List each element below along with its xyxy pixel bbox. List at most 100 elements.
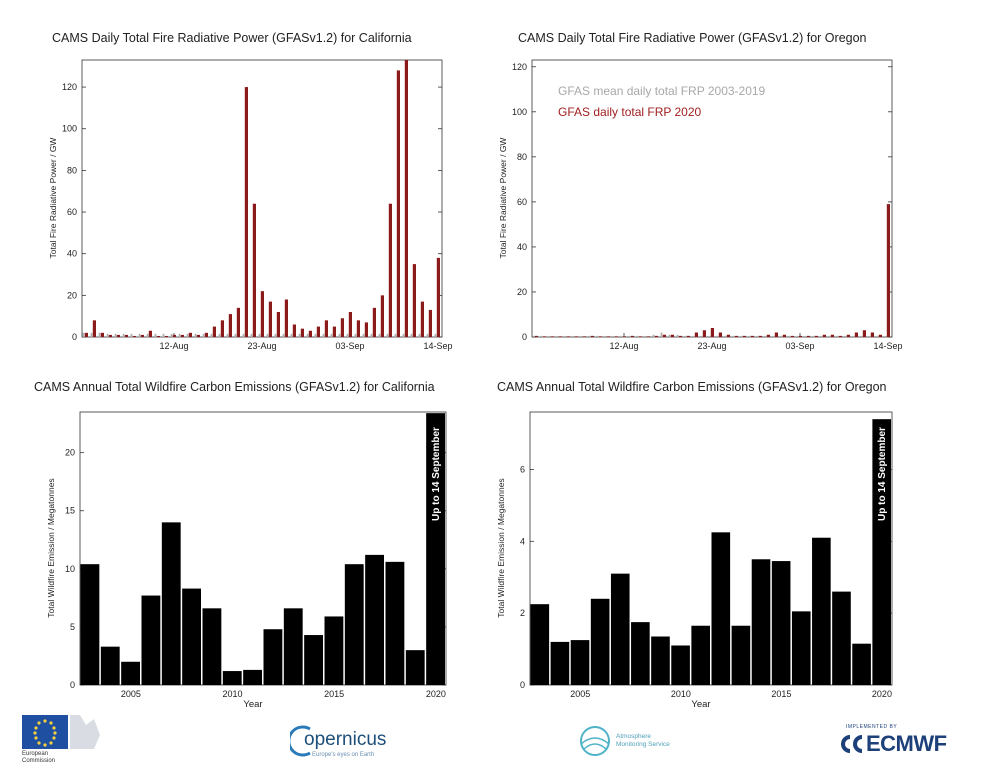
bar-2020 [606, 336, 610, 337]
bar-mean [636, 335, 639, 337]
x-tick-label: 23-Aug [247, 341, 276, 351]
bar-2020 [734, 335, 738, 337]
bar-2020 [396, 70, 400, 337]
bar-2020 [678, 335, 682, 337]
bar-2020 [630, 335, 634, 337]
bar-mean [202, 333, 205, 337]
bar-mean [338, 333, 341, 337]
y-tick-label: 60 [67, 207, 77, 217]
bar-mean [868, 335, 871, 337]
bar-year-2020 [872, 419, 891, 685]
y-axis-label: Total Wildfire Emission / Megatonnes [46, 478, 56, 617]
bar-2020 [830, 334, 834, 337]
bar-mean [740, 335, 743, 337]
bar-year-2003 [80, 564, 100, 685]
bar-year-2017 [812, 537, 831, 685]
bar-year-2020 [426, 413, 445, 685]
bar-2020 [340, 318, 344, 337]
ecmwf-logo: IMPLEMENTED BY ECMWF [838, 722, 968, 762]
y-tick-label: 80 [67, 165, 77, 175]
y-tick-label: 100 [512, 107, 527, 117]
bar-2020 [388, 203, 392, 337]
bar-mean [354, 333, 357, 337]
bar-mean [98, 332, 101, 337]
bar-year-2019 [852, 643, 871, 685]
bar-year-2017 [365, 554, 384, 685]
bar-2020 [534, 335, 538, 337]
bar-mean [162, 333, 165, 337]
bar-year-2011 [243, 669, 262, 685]
bar-2020 [590, 335, 594, 337]
annotation-label: Up to 14 September [877, 427, 888, 521]
bar-2020 [638, 336, 642, 337]
bar-year-2014 [751, 559, 771, 685]
bar-mean [700, 335, 703, 337]
bar-year-2010 [671, 645, 690, 685]
plot-border [81, 59, 443, 338]
bar-2020 [670, 334, 674, 337]
chart-title-california-emissions: CAMS Annual Total Wildfire Carbon Emissi… [34, 380, 435, 394]
bar-mean [138, 333, 141, 337]
bar-2020 [148, 330, 152, 337]
bar-2020 [164, 335, 168, 337]
bar-mean [564, 335, 567, 337]
bar-2020 [878, 334, 882, 337]
bar-2020 [308, 330, 312, 337]
bar-mean [860, 335, 863, 337]
bar-2020 [196, 334, 200, 337]
bar-mean [788, 335, 791, 337]
bar-2020 [862, 330, 866, 337]
bar-2020 [244, 87, 248, 337]
bar-year-2018 [832, 591, 851, 685]
bar-year-2010 [222, 671, 242, 685]
chart-0-frame [81, 59, 443, 338]
y-tick-label: 6 [520, 464, 525, 474]
bar-mean [716, 335, 719, 337]
bar-mean [170, 333, 173, 337]
bar-year-2009 [651, 636, 670, 685]
legend-2020: GFAS daily total FRP 2020 [558, 105, 702, 119]
bar-2020 [100, 332, 104, 337]
bar-2020 [252, 203, 256, 337]
x-tick-label: 03-Sep [335, 341, 364, 351]
bar-2020 [324, 320, 328, 337]
chart-title-oregon-frp: CAMS Daily Total Fire Radiative Power (G… [518, 31, 867, 45]
bar-2020 [758, 335, 762, 337]
bar-year-2005 [121, 661, 140, 685]
bar-2020 [774, 332, 778, 337]
ecmwf-small-text: IMPLEMENTED BY [846, 724, 898, 730]
bar-2020 [436, 257, 440, 337]
bar-2020 [348, 312, 352, 337]
bar-mean [130, 333, 133, 337]
x-tick-label: 2005 [121, 689, 141, 699]
x-axis-label: Year [691, 699, 710, 710]
bar-mean [234, 333, 237, 337]
bar-2020 [806, 335, 810, 337]
bar-2020 [220, 320, 224, 337]
bar-mean [764, 335, 767, 337]
y-axis-label: Total Fire Radiative Power / GW [48, 138, 58, 259]
bar-2020 [654, 335, 658, 337]
bar-mean [660, 332, 663, 337]
bar-2020 [542, 336, 546, 337]
x-tick-label: 12-Aug [609, 341, 638, 351]
bar-2020 [356, 320, 360, 337]
bar-mean [804, 335, 807, 337]
copernicus-logo: opernicus Europe's eyes on Earth [290, 723, 400, 763]
bar-mean [218, 333, 221, 337]
bar-mean [418, 333, 421, 337]
bar-mean [604, 335, 607, 337]
y-tick-label: 20 [517, 287, 527, 297]
bar-mean [572, 335, 575, 337]
bar-mean [242, 333, 245, 337]
bar-2020 [204, 332, 208, 337]
y-tick-label: 0 [70, 680, 75, 690]
y-tick-label: 20 [67, 290, 77, 300]
bar-2020 [822, 334, 826, 337]
bar-mean [772, 335, 775, 337]
y-tick-label: 0 [522, 332, 527, 342]
x-tick-label: 2015 [324, 689, 344, 699]
bar-mean [426, 333, 429, 337]
chart-title-oregon-emissions: CAMS Annual Total Wildfire Carbon Emissi… [497, 380, 887, 394]
bar-2020 [766, 334, 770, 337]
